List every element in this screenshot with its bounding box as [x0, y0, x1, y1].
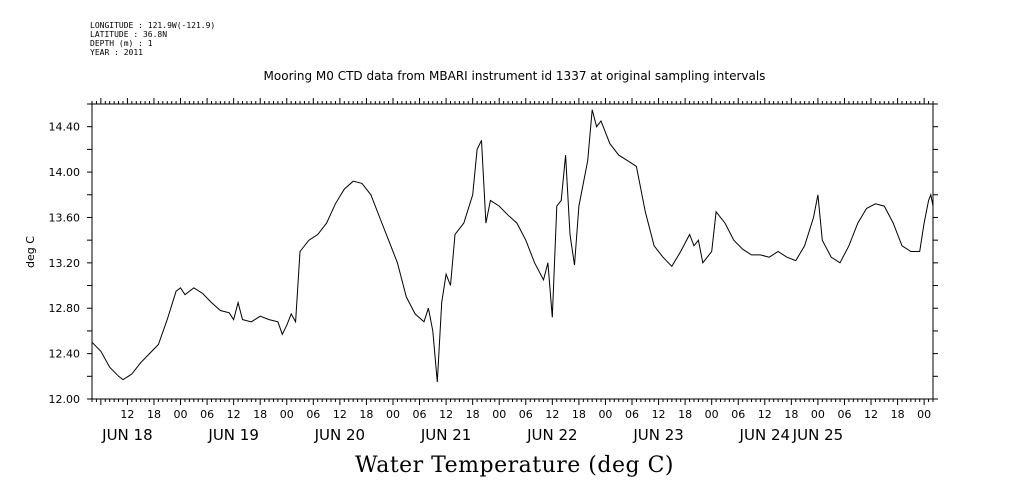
- longitude-text: LONGITUDE : 121.9W(-121.9): [90, 21, 216, 30]
- chart-title: Mooring M0 CTD data from MBARI instrumen…: [263, 69, 766, 83]
- x-date-label: JUN 19: [207, 426, 258, 444]
- metadata-block: LONGITUDE : 121.9W(-121.9) LATITUDE : 36…: [90, 21, 215, 57]
- x-axis-label: Water Temperature (deg C): [355, 453, 674, 478]
- series-group: [91, 109, 934, 383]
- y-axis-label: deg C: [24, 236, 37, 268]
- x-hour-tick-label: 06: [731, 408, 745, 421]
- x-hour-tick-label: 12: [333, 408, 347, 421]
- y-tick-label: 14.00: [49, 166, 81, 179]
- x-hour-tick-label: 18: [784, 408, 798, 421]
- x-hour-tick-label: 18: [253, 408, 267, 421]
- x-hour-tick-label: 00: [917, 408, 931, 421]
- x-date-label: JUN 18: [101, 426, 152, 444]
- x-hour-tick-label: 00: [386, 408, 400, 421]
- x-hour-tick-label: 00: [174, 408, 188, 421]
- x-hour-tick-label: 06: [413, 408, 427, 421]
- x-date-label: JUN 25: [792, 426, 843, 444]
- depth-text: DEPTH (m) : 1: [90, 39, 153, 48]
- x-hour-tick-label: 06: [519, 408, 533, 421]
- x-hour-tick-label: 06: [306, 408, 320, 421]
- y-tick-label: 12.80: [49, 302, 81, 315]
- x-date-label: JUN 21: [420, 426, 471, 444]
- y-tick-label: 13.20: [49, 257, 81, 270]
- plot-frame: [91, 103, 934, 400]
- x-hour-tick-label: 12: [758, 408, 772, 421]
- x-hour-tick-label: 06: [625, 408, 639, 421]
- x-date-label: JUN 24: [739, 426, 790, 444]
- x-date-label: JUN 22: [526, 426, 577, 444]
- x-hour-tick-label: 12: [120, 408, 134, 421]
- latitude-text: LATITUDE : 36.8N: [90, 30, 168, 39]
- y-tick-label: 12.40: [49, 348, 81, 361]
- x-hour-tick-label: 12: [864, 408, 878, 421]
- x-hour-tick-label: 00: [280, 408, 294, 421]
- x-hour-tick-label: 18: [147, 408, 161, 421]
- x-hour-tick-label: 12: [545, 408, 559, 421]
- x-hour-tick-label: 18: [359, 408, 373, 421]
- y-tick-label: 14.40: [49, 121, 81, 134]
- axes-group: 12 18 00 06 12 18 00 06 12 18 00 06 12 18 00 06 12 18 00 06…: [49, 98, 938, 444]
- y-tick-label: 13.60: [49, 211, 81, 224]
- x-hour-tick-label: 00: [598, 408, 612, 421]
- x-hour-tick-label: 18: [572, 408, 586, 421]
- year-text: YEAR : 2011: [90, 48, 143, 57]
- x-hour-tick-label: 12: [652, 408, 666, 421]
- series-line-0: [91, 109, 934, 383]
- x-hour-tick-label: 00: [492, 408, 506, 421]
- y-tick-label: 12.00: [49, 393, 81, 406]
- x-date-label: JUN 23: [632, 426, 683, 444]
- x-date-label: JUN 20: [314, 426, 365, 444]
- x-hour-tick-label: 06: [837, 408, 851, 421]
- x-hour-tick-label: 18: [466, 408, 480, 421]
- x-hour-tick-label: 12: [227, 408, 241, 421]
- x-hour-tick-label: 12: [439, 408, 453, 421]
- x-hour-tick-label: 18: [891, 408, 905, 421]
- x-hour-tick-label: 18: [678, 408, 692, 421]
- x-hour-tick-label: 06: [200, 408, 214, 421]
- x-hour-tick-label: 00: [705, 408, 719, 421]
- x-hour-tick-label: 00: [811, 408, 825, 421]
